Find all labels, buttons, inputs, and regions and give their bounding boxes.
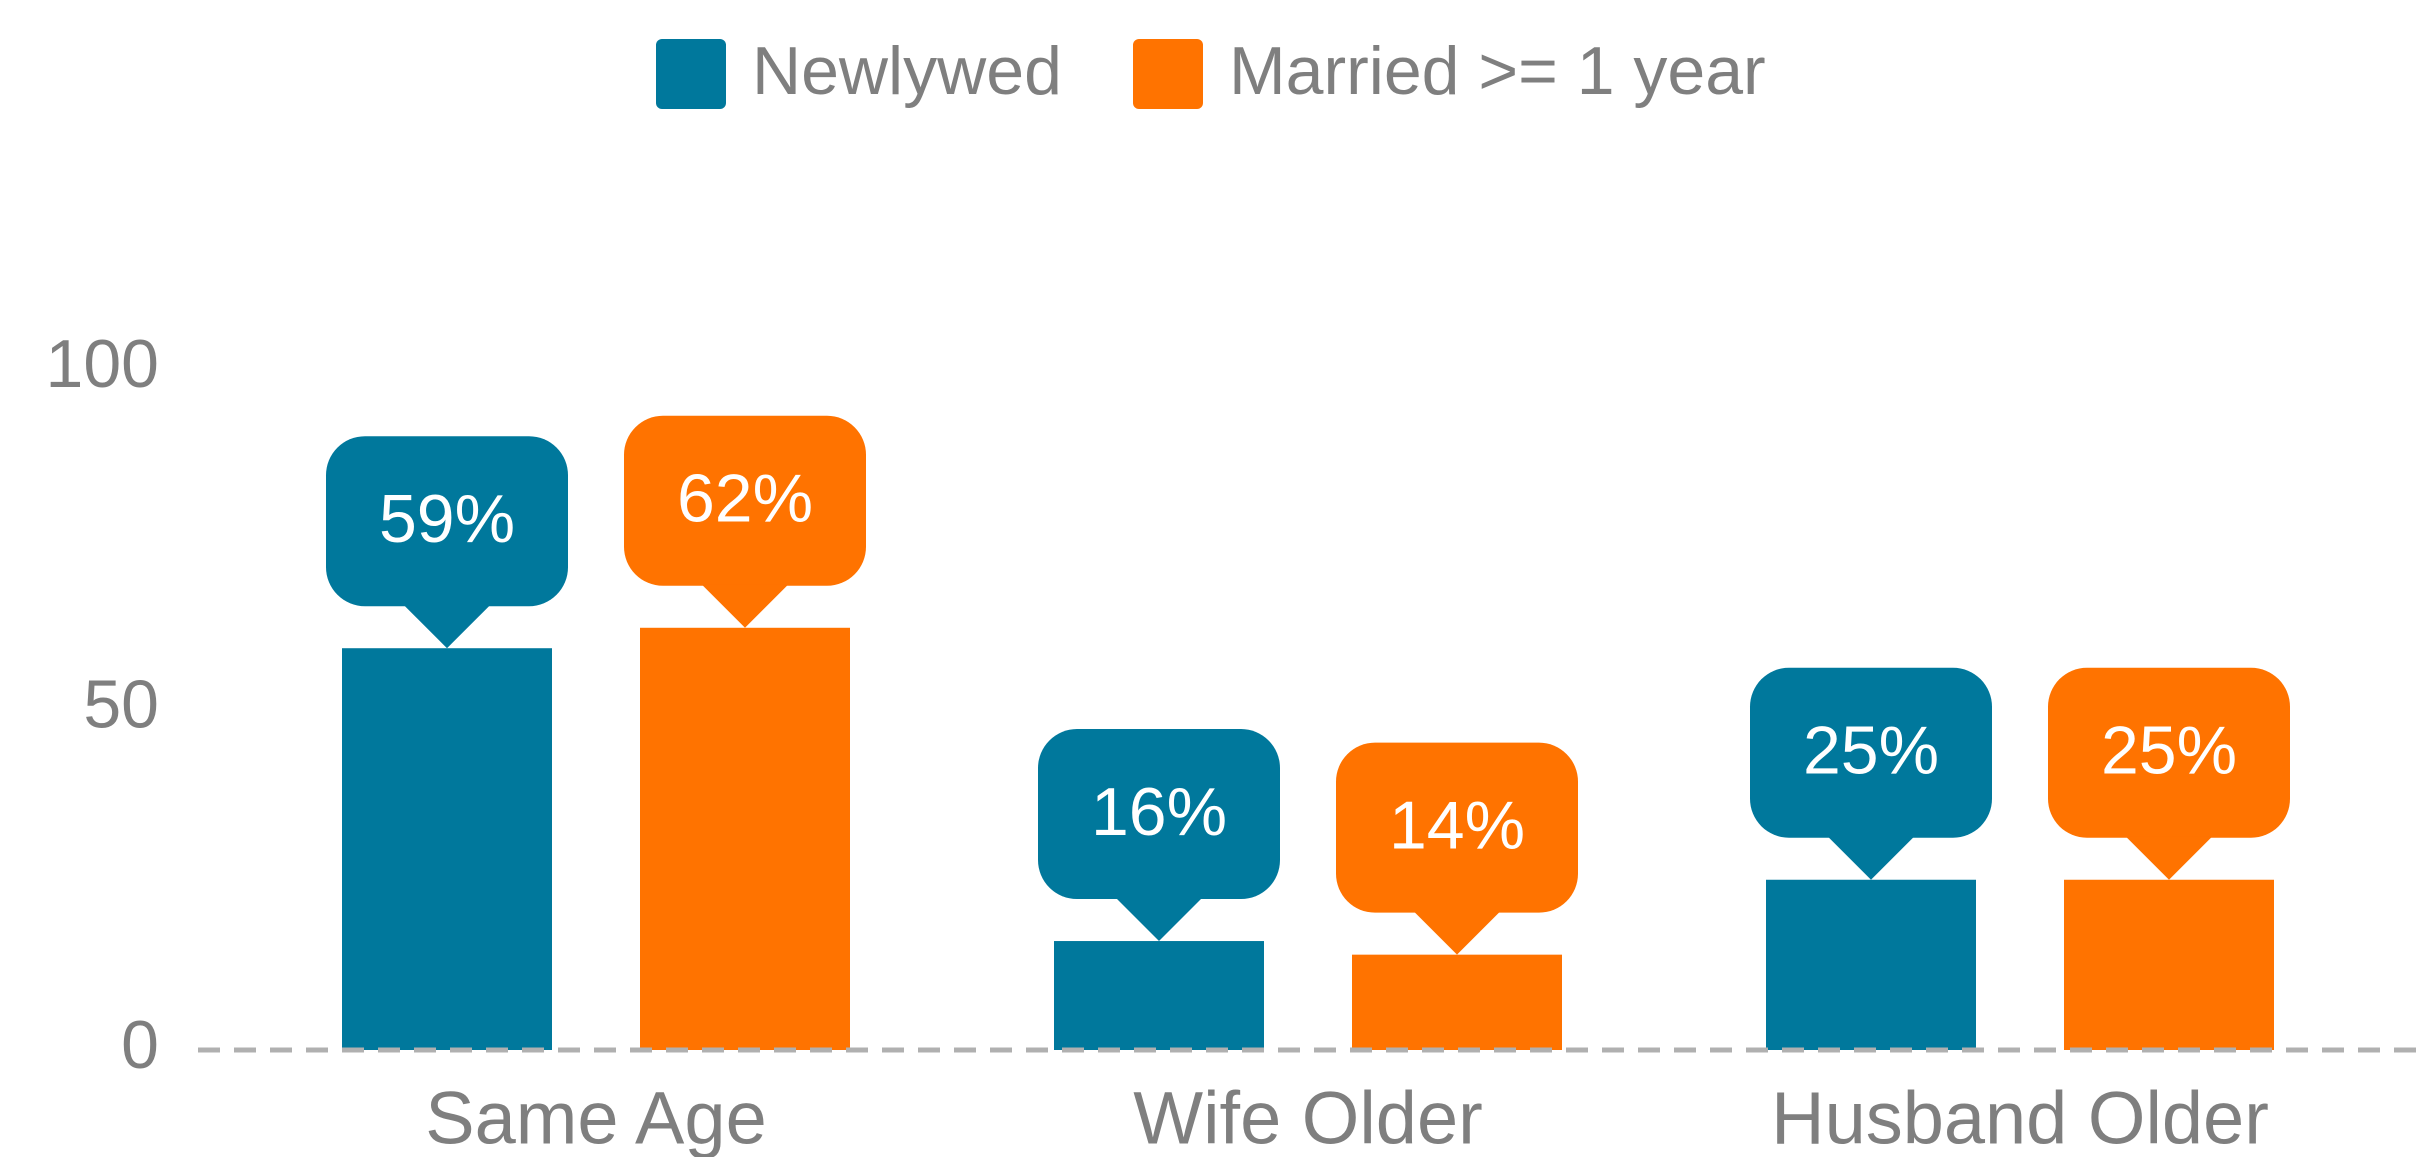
data-label: 25%: [1803, 713, 1939, 789]
y-tick-label: 50: [83, 666, 159, 742]
bar: [1352, 954, 1562, 1050]
data-label: 25%: [2101, 713, 2237, 789]
x-tick-label: Same Age: [425, 1077, 766, 1157]
x-tick-label: Husband Older: [1771, 1077, 2269, 1157]
callout-box: [624, 415, 866, 586]
legend-swatch: [656, 39, 726, 109]
callout-pointer: [1116, 898, 1202, 942]
callout-pointer: [1414, 911, 1500, 955]
y-tick-label: 100: [46, 326, 159, 402]
legend-label: Newlywed: [752, 33, 1062, 109]
x-tick-label: Wife Older: [1133, 1077, 1483, 1157]
y-tick-label: 0: [121, 1007, 159, 1083]
callout-pointer: [404, 605, 490, 649]
callout-box: [326, 436, 568, 607]
bar: [2064, 879, 2274, 1050]
data-label: 59%: [379, 481, 515, 557]
legend-swatch: [1133, 39, 1203, 109]
bar: [1054, 941, 1264, 1050]
callout-box: [1336, 742, 1578, 913]
bar: [342, 648, 552, 1050]
callout-box: [2048, 667, 2290, 838]
callout-pointer: [702, 584, 788, 628]
callout-box: [1750, 667, 1992, 838]
callout-pointer: [1828, 836, 1914, 880]
callout-pointer: [2126, 836, 2212, 880]
bar: [640, 627, 850, 1050]
bar: [1766, 879, 1976, 1050]
legend-label: Married >= 1 year: [1229, 33, 1766, 109]
data-label: 14%: [1389, 788, 1525, 864]
data-label: 62%: [677, 461, 813, 537]
callout-box: [1038, 729, 1280, 900]
data-label: 16%: [1091, 774, 1227, 850]
